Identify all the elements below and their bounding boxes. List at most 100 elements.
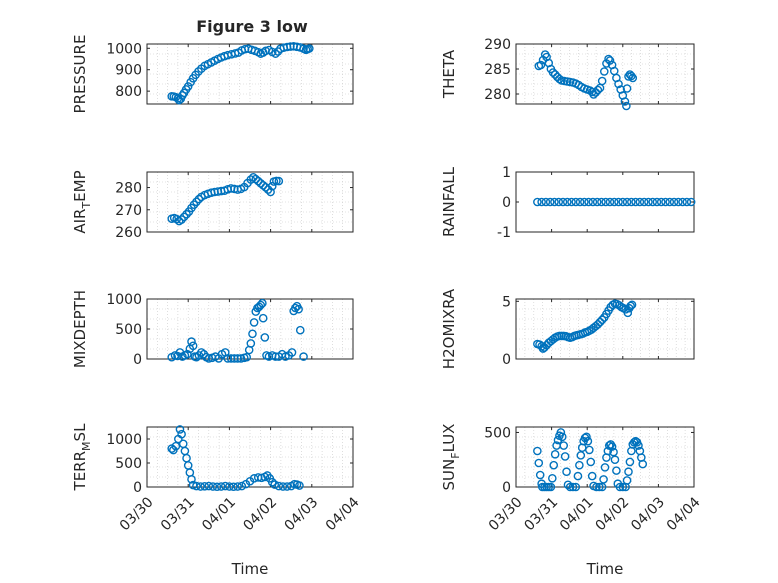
data-point [614,197,623,207]
x-axis-label: Time [586,560,624,578]
data-point [556,428,566,437]
data-point [550,449,560,459]
series-sun-flux [533,428,648,492]
series-h2omixra [533,299,637,353]
y-tick-label: 260 [115,225,142,241]
data-point [628,73,638,83]
y-tick-label: 1000 [106,432,142,448]
axes-box [146,43,354,105]
y-tick-label: 1 [502,165,511,181]
data-point [584,197,593,207]
y-tick-label: 1000 [106,292,142,308]
data-point [295,325,305,335]
y-axis-label: TERRMSL [71,423,93,492]
y-tick-label: 0 [502,195,511,211]
subplot-pressure: 800 900 1000 PRESSURE [71,35,354,113]
data-point [678,197,687,207]
data-point [294,304,303,314]
data-point [597,315,607,325]
data-point [615,482,625,492]
data-point [631,197,640,207]
y-tick-label: 270 [115,203,142,219]
y-tick-label: 1000 [106,41,142,57]
data-point [614,79,623,89]
data-point [278,482,288,491]
data-point [622,197,632,207]
x-tick-label: 04/02 [240,494,280,534]
data-point [661,197,670,207]
data-point [623,308,633,318]
data-point [266,187,275,197]
data-point [567,197,576,207]
data-point [686,197,696,207]
y-axis-label: SUNFLUX [440,424,462,491]
subplot-mixdepth: 0 500 1000 MIXDEPTH [71,290,354,368]
y-tick-label: 290 [484,37,511,53]
y-tick-label: 285 [484,62,511,78]
data-point [638,459,648,469]
data-point [236,354,246,363]
data-point [625,457,635,467]
x-tick-label: 04/01 [199,494,239,534]
data-point [253,176,263,186]
data-point [550,70,560,79]
data-point [562,197,572,207]
data-point [585,445,594,455]
x-tick-label: 04/02 [593,494,633,534]
data-point [648,197,658,207]
data-point [644,197,653,207]
subplot-rainfall: -1 0 1 RAINFALL [440,165,696,241]
data-point [177,215,186,224]
data-point [550,197,559,207]
data-point [540,343,549,352]
data-point [200,481,209,491]
data-point [571,482,581,492]
data-point [267,477,277,487]
data-point [287,348,297,357]
y-tick-label: 800 [115,84,142,100]
series-mixdepth [167,298,308,363]
data-point [591,88,601,97]
data-point [260,333,270,342]
data-point [194,194,204,204]
data-point [299,352,308,361]
data-point [548,68,558,77]
data-point [560,452,570,461]
data-point [586,457,596,467]
data-point [548,473,557,483]
series-theta [534,50,638,111]
data-point [546,482,556,492]
data-point [610,455,620,465]
data-point [242,352,252,362]
data-point [229,482,238,492]
data-point [627,197,636,207]
data-point [618,197,628,207]
axes-box [146,426,354,488]
x-tick-label: 04/04 [323,494,363,534]
data-point [593,85,603,95]
data-point [270,480,280,489]
x-tick-label: 03/30 [486,494,526,534]
data-point [533,197,542,207]
data-point [605,56,615,65]
data-point [652,197,662,207]
data-point [635,197,645,207]
data-point [274,481,284,491]
grid [147,172,353,232]
series-pressure [167,42,314,105]
x-tick-label: 04/01 [557,494,597,534]
subplot-h2omixra: 0 5 H2OMIXRA [440,288,695,369]
y-tick-label: 0 [133,480,142,496]
data-point [580,197,589,207]
y-axis-label: THETA [440,49,458,99]
data-point [568,482,578,492]
data-point [204,481,214,491]
y-tick-label: 5 [502,294,511,310]
data-point [626,301,635,311]
axes-box [515,298,695,360]
data-point [271,49,280,58]
axes-box [515,426,695,488]
data-point [248,329,257,339]
